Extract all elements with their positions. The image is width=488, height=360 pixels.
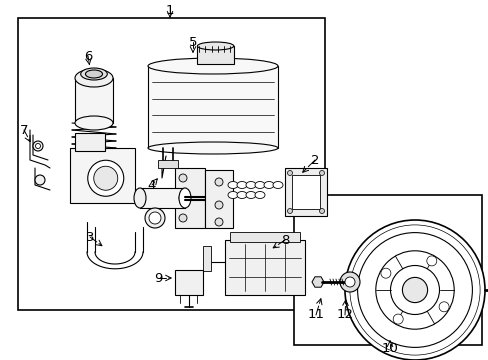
Ellipse shape [254, 192, 264, 198]
Circle shape [380, 268, 390, 278]
Circle shape [215, 218, 223, 226]
Bar [204, 170, 232, 228]
Circle shape [215, 201, 223, 209]
Ellipse shape [227, 181, 238, 189]
Bar [148, 66, 278, 148]
Bar [291, 175, 319, 209]
Circle shape [179, 194, 186, 202]
Text: 12: 12 [336, 309, 353, 321]
Ellipse shape [245, 181, 256, 189]
Text: 2: 2 [310, 153, 319, 166]
Bar [203, 246, 210, 270]
Ellipse shape [134, 188, 146, 208]
Ellipse shape [179, 188, 191, 208]
Bar [175, 270, 203, 295]
Bar [285, 168, 326, 216]
Ellipse shape [237, 181, 246, 189]
Text: 10: 10 [381, 342, 398, 355]
Bar [70, 148, 135, 203]
Circle shape [179, 214, 186, 222]
Circle shape [287, 208, 292, 213]
Circle shape [390, 266, 439, 315]
Ellipse shape [75, 69, 113, 87]
Circle shape [33, 141, 43, 151]
Bar [75, 78, 113, 123]
Bar [18, 18, 325, 310]
Ellipse shape [254, 181, 264, 189]
Text: 1: 1 [165, 4, 174, 17]
Bar [158, 160, 178, 168]
Ellipse shape [85, 70, 102, 78]
Circle shape [319, 171, 324, 176]
Ellipse shape [237, 192, 246, 198]
Text: 6: 6 [83, 50, 92, 63]
Bar [229, 232, 299, 242]
Circle shape [357, 233, 471, 347]
Circle shape [215, 178, 223, 186]
Text: 5: 5 [188, 36, 197, 49]
Text: 8: 8 [280, 234, 288, 247]
Text: 9: 9 [154, 271, 162, 284]
Polygon shape [311, 277, 324, 287]
Circle shape [179, 174, 186, 182]
Ellipse shape [264, 181, 273, 189]
Ellipse shape [148, 58, 278, 74]
Circle shape [438, 302, 448, 312]
Text: 3: 3 [85, 230, 94, 243]
Bar [175, 168, 204, 228]
Bar [224, 240, 305, 295]
Circle shape [287, 171, 292, 176]
Text: 7: 7 [20, 123, 28, 136]
Circle shape [149, 212, 161, 224]
Circle shape [94, 166, 118, 190]
Circle shape [319, 208, 324, 213]
Circle shape [35, 175, 45, 185]
Circle shape [345, 220, 484, 360]
Circle shape [36, 144, 41, 149]
Bar [75, 133, 105, 151]
Circle shape [426, 256, 436, 266]
Ellipse shape [81, 68, 107, 80]
Circle shape [87, 160, 123, 196]
Circle shape [375, 251, 453, 329]
Ellipse shape [75, 116, 113, 130]
Circle shape [402, 278, 427, 303]
Ellipse shape [227, 192, 238, 198]
Bar [293, 195, 481, 345]
Bar [197, 46, 233, 64]
Ellipse shape [148, 142, 278, 154]
Circle shape [392, 314, 403, 324]
Circle shape [349, 225, 479, 355]
Ellipse shape [197, 42, 233, 50]
Text: 4: 4 [147, 179, 156, 192]
Circle shape [345, 277, 354, 287]
Circle shape [339, 272, 359, 292]
Ellipse shape [272, 181, 283, 189]
Ellipse shape [245, 192, 256, 198]
Bar [140, 188, 184, 208]
Text: 11: 11 [307, 309, 324, 321]
Circle shape [145, 208, 164, 228]
